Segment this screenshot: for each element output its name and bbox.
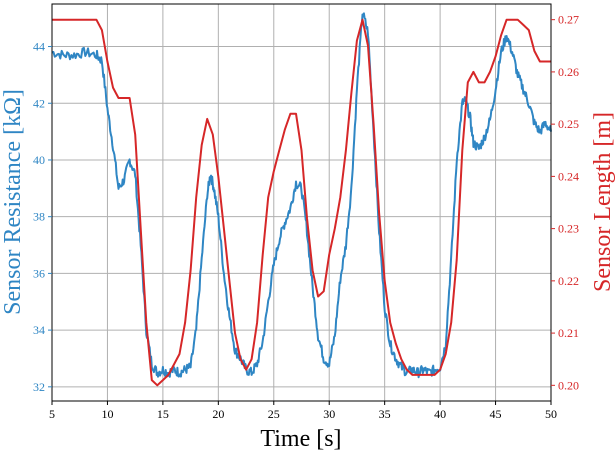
left-y-tick-label: 36 [33,266,45,280]
ticks: 5 10 15 20 25 30 35 40 45 50 32 34 36 38 40 42 44 0.20 0.2… [33,13,579,421]
right-y-tick-label: 0.21 [558,326,579,340]
right-y-tick-label: 0.23 [558,222,579,236]
right-y-axis-title: Sensor Length [m] [590,112,616,292]
x-tick-label: 45 [490,407,502,421]
x-tick-label: 15 [157,407,169,421]
right-y-tick-label: 0.20 [558,378,579,392]
resistance-series-line [51,12,552,379]
x-tick-label: 30 [323,407,335,421]
right-y-tick-label: 0.26 [558,65,579,79]
left-y-tick-label: 42 [33,96,45,110]
left-y-tick-label: 40 [33,153,45,167]
left-y-tick-label: 34 [33,323,45,337]
length-series-line [52,18,551,387]
left-y-axis-title: Sensor Resistance [kΩ] [0,89,26,315]
left-y-tick-label: 38 [33,210,45,224]
right-y-tick-label: 0.24 [558,169,579,183]
right-y-tick-label: 0.27 [558,13,579,27]
right-y-tick-label: 0.25 [558,117,579,131]
x-tick-label: 50 [545,407,557,421]
x-tick-label: 25 [268,407,280,421]
series-lines [51,12,552,387]
x-axis-title: Time [s] [260,426,341,452]
grid-lines [52,4,551,401]
right-y-tick-label: 0.22 [558,274,579,288]
left-y-tick-label: 44 [33,40,45,54]
x-tick-label: 5 [49,407,55,421]
x-tick-label: 35 [379,407,391,421]
x-tick-label: 10 [101,407,113,421]
plot-frame [51,3,552,402]
x-tick-label: 20 [212,407,224,421]
left-y-tick-label: 32 [33,380,45,394]
x-tick-label: 40 [434,407,446,421]
